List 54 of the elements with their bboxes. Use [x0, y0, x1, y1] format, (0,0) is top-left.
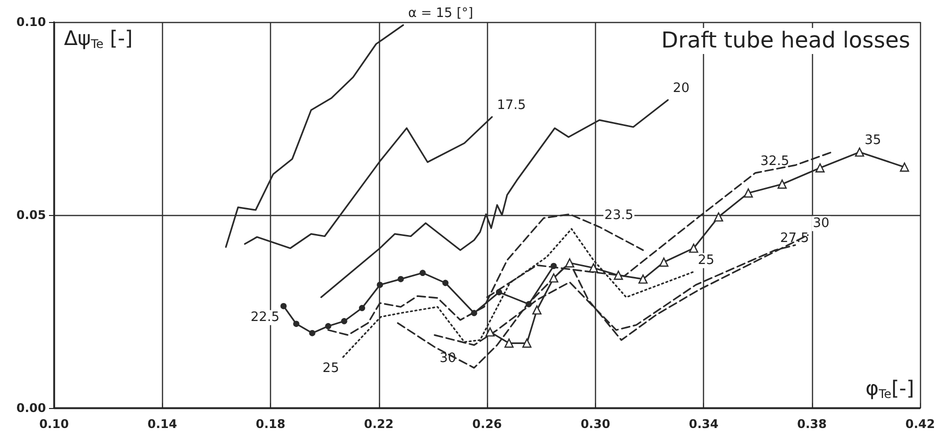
x-tick-label: 0.14 — [147, 417, 178, 431]
point — [565, 258, 574, 268]
annotation: 25 — [322, 361, 340, 376]
annotation: 30 — [812, 216, 830, 232]
point — [614, 270, 623, 280]
point — [588, 263, 598, 272]
x-tick-label: 0.30 — [580, 417, 610, 431]
point — [471, 310, 478, 316]
point — [778, 180, 787, 189]
point — [854, 147, 864, 157]
point — [689, 244, 698, 253]
annotation: 22.5 — [250, 310, 280, 326]
point — [485, 327, 495, 337]
x-tick-label: 0.34 — [688, 417, 718, 431]
point — [341, 318, 348, 324]
x-tick-label: 0.26 — [472, 417, 502, 431]
annotation: 20 — [672, 80, 690, 96]
point — [550, 262, 557, 270]
point — [309, 330, 316, 336]
point — [280, 302, 287, 310]
point — [496, 289, 502, 296]
annotation: 17.5 — [496, 98, 526, 113]
point — [714, 212, 724, 222]
chart-title: Draft tube head losses — [661, 28, 910, 54]
point — [900, 162, 910, 172]
point — [744, 188, 753, 198]
point — [293, 320, 300, 327]
point — [522, 338, 532, 348]
y-tick-label: 0.00 — [16, 401, 46, 415]
annotation: α = 15 [°] — [408, 6, 474, 22]
x-tick-label: 0.18 — [256, 417, 286, 431]
point — [504, 338, 514, 348]
annotation: 32.5 — [760, 154, 790, 169]
point — [659, 257, 668, 267]
point — [532, 305, 542, 315]
point — [526, 301, 532, 308]
point — [398, 276, 404, 282]
x-tick-label: 0.42 — [905, 417, 935, 431]
point — [376, 282, 384, 288]
annotation: 25 — [698, 253, 714, 268]
x-tick-label: 0.22 — [364, 417, 394, 431]
point — [815, 163, 825, 173]
point — [442, 280, 449, 286]
x-tick-label: 0.38 — [797, 417, 827, 431]
y-tick-label: 0.05 — [16, 208, 46, 222]
x-tick-label: 0.10 — [39, 417, 69, 431]
point — [358, 304, 366, 312]
point — [325, 323, 332, 330]
point — [420, 270, 426, 276]
annotation: 35 — [864, 133, 882, 148]
y-tick-label: 0.10 — [16, 15, 46, 29]
point — [549, 273, 558, 283]
point — [638, 274, 648, 284]
annotation: 23.5 — [604, 208, 634, 223]
